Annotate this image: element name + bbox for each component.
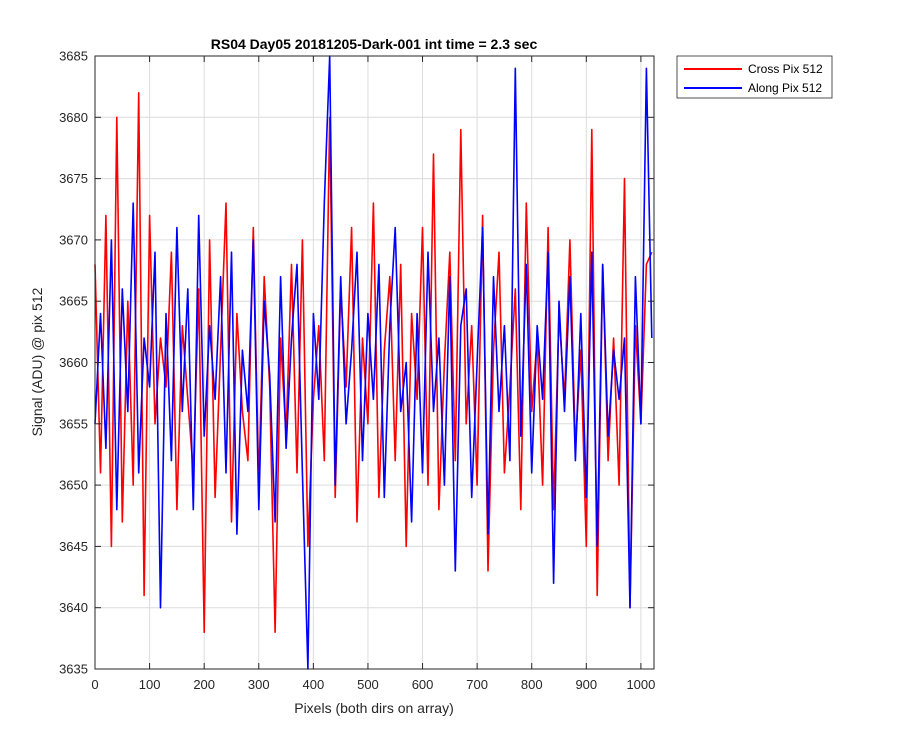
y-tick-label: 3635 (59, 662, 88, 677)
legend-label-along-pix: Along Pix 512 (748, 81, 822, 95)
x-tick-label: 800 (521, 677, 543, 692)
x-tick-label: 0 (91, 677, 98, 692)
series-lines (94, 55, 653, 670)
y-tick-label: 3665 (59, 294, 88, 309)
y-tick-label: 3675 (59, 171, 88, 186)
chart-title: RS04 Day05 20181205-Dark-001 int time = … (211, 36, 538, 52)
x-tick-label: 200 (193, 677, 215, 692)
y-tick-label: 3670 (59, 232, 88, 247)
y-tick-label: 3650 (59, 478, 88, 493)
x-tick-label: 600 (412, 677, 434, 692)
legend: Cross Pix 512 Along Pix 512 (676, 55, 833, 99)
x-tick-label: 700 (466, 677, 488, 692)
axis-ticks: 0 100 200 300 400 500 600 700 800 900 1000 3635 3640… (59, 49, 655, 693)
y-tick-label: 3655 (59, 416, 88, 431)
x-tick-label: 100 (139, 677, 161, 692)
legend-box (676, 55, 833, 99)
x-tick-label: 1000 (626, 677, 655, 692)
x-axis-label: Pixels (both dirs on array) (294, 700, 454, 716)
series-line-along-pix-512 (94, 55, 653, 670)
x-tick-label: 900 (575, 677, 597, 692)
y-tick-label: 3685 (59, 49, 88, 64)
y-tick-label: 3660 (59, 355, 88, 370)
y-axis-label: Signal (ADU) @ pix 512 (29, 287, 45, 436)
y-tick-label: 3680 (59, 110, 88, 125)
legend-label-cross-pix: Cross Pix 512 (748, 62, 823, 76)
x-tick-label: 400 (303, 677, 325, 692)
y-tick-label: 3645 (59, 539, 88, 554)
y-tick-label: 3640 (59, 600, 88, 615)
x-tick-label: 300 (248, 677, 270, 692)
x-tick-label: 500 (357, 677, 379, 692)
